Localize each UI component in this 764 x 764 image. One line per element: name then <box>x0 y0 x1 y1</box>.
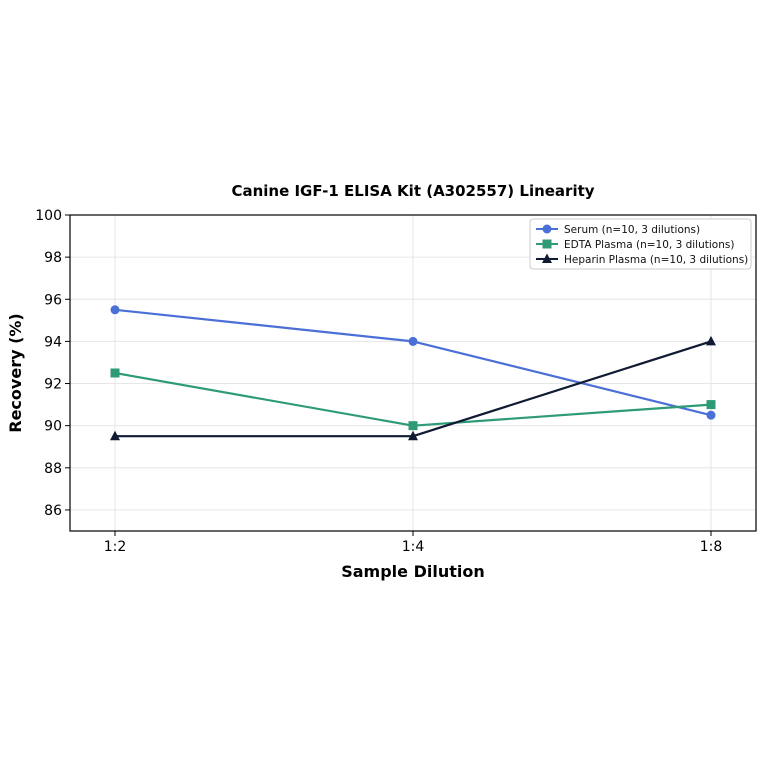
y-axis: 86 88 90 92 94 96 98 100 <box>35 208 70 519</box>
legend-label: EDTA Plasma (n=10, 3 dilutions) <box>564 239 734 251</box>
series-1 <box>110 305 716 420</box>
x-axis-label: Sample Dilution <box>341 562 485 581</box>
legend-label: Heparin Plasma (n=10, 3 dilutions) <box>564 254 748 266</box>
legend-item: Heparin Plasma (n=10, 3 dilutions) <box>536 253 748 266</box>
legend-swatch-marker <box>542 253 552 263</box>
y-tick-label: 94 <box>44 334 62 350</box>
x-axis: 1:2 1:4 1:8 <box>104 531 723 555</box>
y-tick-label: 100 <box>35 208 62 224</box>
series-3 <box>110 335 716 441</box>
chart-title: Canine IGF-1 ELISA Kit (A302557) Lineari… <box>231 182 594 200</box>
legend: Serum (n=10, 3 dilutions) EDTA Plasma (n=… <box>529 218 752 270</box>
y-tick-label: 98 <box>44 250 62 266</box>
x-tick-label: 1:2 <box>104 539 127 555</box>
legend-swatch-marker <box>542 239 552 249</box>
y-axis-label: Recovery (%) <box>6 313 25 432</box>
y-tick-label: 86 <box>44 503 62 519</box>
data-point <box>110 430 120 441</box>
legend-item: Serum (n=10, 3 dilutions) <box>536 224 700 236</box>
data-point <box>110 368 120 378</box>
y-tick-label: 92 <box>44 377 62 393</box>
data-point <box>706 335 716 346</box>
x-tick-label: 1:4 <box>402 539 425 555</box>
legend-swatch-marker <box>542 224 552 234</box>
data-point <box>408 430 418 441</box>
y-tick-label: 96 <box>44 292 62 308</box>
series-2 <box>110 368 716 431</box>
legend-box <box>529 218 752 270</box>
x-tick-label: 1:8 <box>700 539 723 555</box>
series <box>110 305 716 441</box>
data-point <box>408 421 418 431</box>
legend-item: EDTA Plasma (n=10, 3 dilutions) <box>536 239 734 251</box>
y-tick-label: 90 <box>44 419 62 435</box>
data-point <box>110 305 120 315</box>
legend-label: Serum (n=10, 3 dilutions) <box>564 224 700 236</box>
data-point <box>706 400 716 410</box>
y-tick-label: 88 <box>44 461 62 477</box>
data-point <box>408 336 418 346</box>
data-point <box>706 410 716 420</box>
